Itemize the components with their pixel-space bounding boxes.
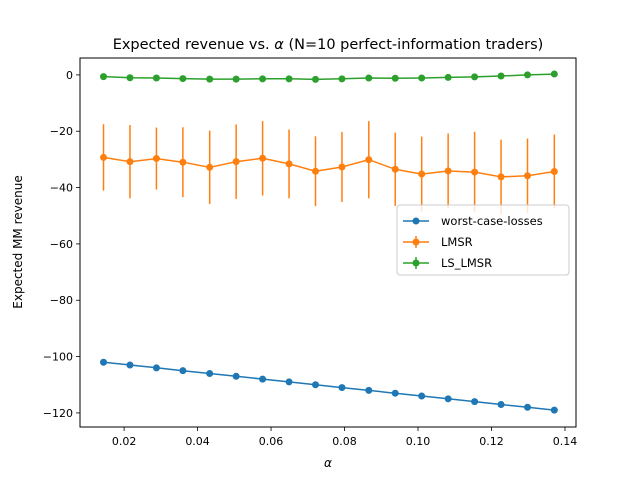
series-line [103, 361, 555, 411]
data-point [126, 158, 134, 166]
y-axis-label: Expected MM revenue [11, 175, 25, 308]
data-point [100, 358, 108, 366]
series-ls-lmsr [100, 70, 558, 83]
series-layer [100, 70, 558, 414]
data-point [550, 406, 558, 414]
chart-title: Expected revenue vs. α (N=10 perfect-inf… [113, 37, 544, 53]
y-tick-label: −40 [50, 182, 73, 195]
data-point [285, 75, 293, 83]
data-point [550, 168, 558, 176]
x-tick-label: 0.06 [259, 435, 284, 448]
x-tick-label: 0.04 [185, 435, 210, 448]
data-point [524, 71, 532, 79]
data-point [152, 364, 160, 372]
data-point [126, 74, 134, 82]
data-point [444, 395, 452, 403]
series-line [103, 156, 555, 178]
legend-label: LMSR [441, 235, 473, 249]
data-point [206, 369, 214, 377]
data-point [232, 158, 240, 166]
data-point [444, 167, 452, 175]
data-point [524, 403, 532, 411]
x-tick-label: 0.08 [332, 435, 357, 448]
series-line [103, 73, 555, 81]
y-tick-label: −80 [50, 294, 73, 307]
data-point [418, 74, 426, 82]
data-point [471, 398, 479, 406]
data-point [312, 75, 320, 83]
data-point [444, 73, 452, 81]
data-point [100, 153, 108, 161]
data-point [471, 168, 479, 176]
data-point [100, 73, 108, 81]
data-point [206, 75, 214, 83]
data-point [285, 160, 293, 168]
data-point [179, 158, 187, 166]
tick-layer: 0.02 0.04 0.06 0.08 0.10 0.12 0.14 0 −20 −40 −60 −8… [43, 69, 577, 448]
legend-marker [412, 259, 420, 267]
data-point [259, 154, 267, 162]
series-worst-case-losses [100, 358, 558, 414]
legend-label: worst-case-losses [441, 214, 543, 228]
data-point [391, 389, 399, 397]
data-point [285, 378, 293, 386]
series-lmsr [100, 121, 558, 215]
legend-label: LS_LMSR [441, 256, 492, 270]
data-point [206, 163, 214, 171]
data-point [312, 381, 320, 389]
axes-frame [79, 57, 577, 428]
data-point [126, 361, 134, 369]
data-point [232, 372, 240, 380]
legend-box [396, 204, 570, 276]
data-point [338, 384, 346, 392]
data-point [391, 165, 399, 173]
data-point [365, 156, 373, 164]
data-point [152, 155, 160, 163]
data-point [232, 75, 240, 83]
plot-area: 0.02 0.04 0.06 0.08 0.10 0.12 0.14 0 −20 −40 −60 −8… [43, 57, 577, 448]
legend-marker [412, 217, 420, 225]
data-point [391, 74, 399, 82]
data-point [497, 400, 505, 408]
data-point [418, 392, 426, 400]
x-tick-label: 0.10 [406, 435, 431, 448]
x-tick-label: 0.12 [479, 435, 504, 448]
data-point [550, 70, 558, 78]
data-point [365, 74, 373, 82]
x-axis-label: α [324, 456, 332, 470]
data-point [471, 73, 479, 81]
data-point [312, 167, 320, 175]
data-point [418, 170, 426, 178]
x-tick-label: 0.14 [553, 435, 578, 448]
x-tick-label: 0.02 [112, 435, 137, 448]
data-point [179, 367, 187, 375]
y-tick-label: −60 [50, 238, 73, 251]
legend-marker [412, 238, 420, 246]
y-tick-label: −20 [50, 125, 73, 138]
data-point [338, 75, 346, 83]
data-point [497, 72, 505, 80]
legend: worst-case-losses LMSR LS_LMSR [396, 204, 570, 276]
data-point [497, 173, 505, 181]
y-tick-label: −100 [43, 351, 73, 364]
y-tick-label: −120 [43, 407, 73, 420]
data-point [365, 386, 373, 394]
data-point [179, 75, 187, 83]
data-point [152, 74, 160, 82]
data-point [259, 75, 267, 83]
data-point [524, 172, 532, 180]
data-point [338, 163, 346, 171]
data-point [259, 375, 267, 383]
y-tick-label: 0 [66, 69, 73, 82]
